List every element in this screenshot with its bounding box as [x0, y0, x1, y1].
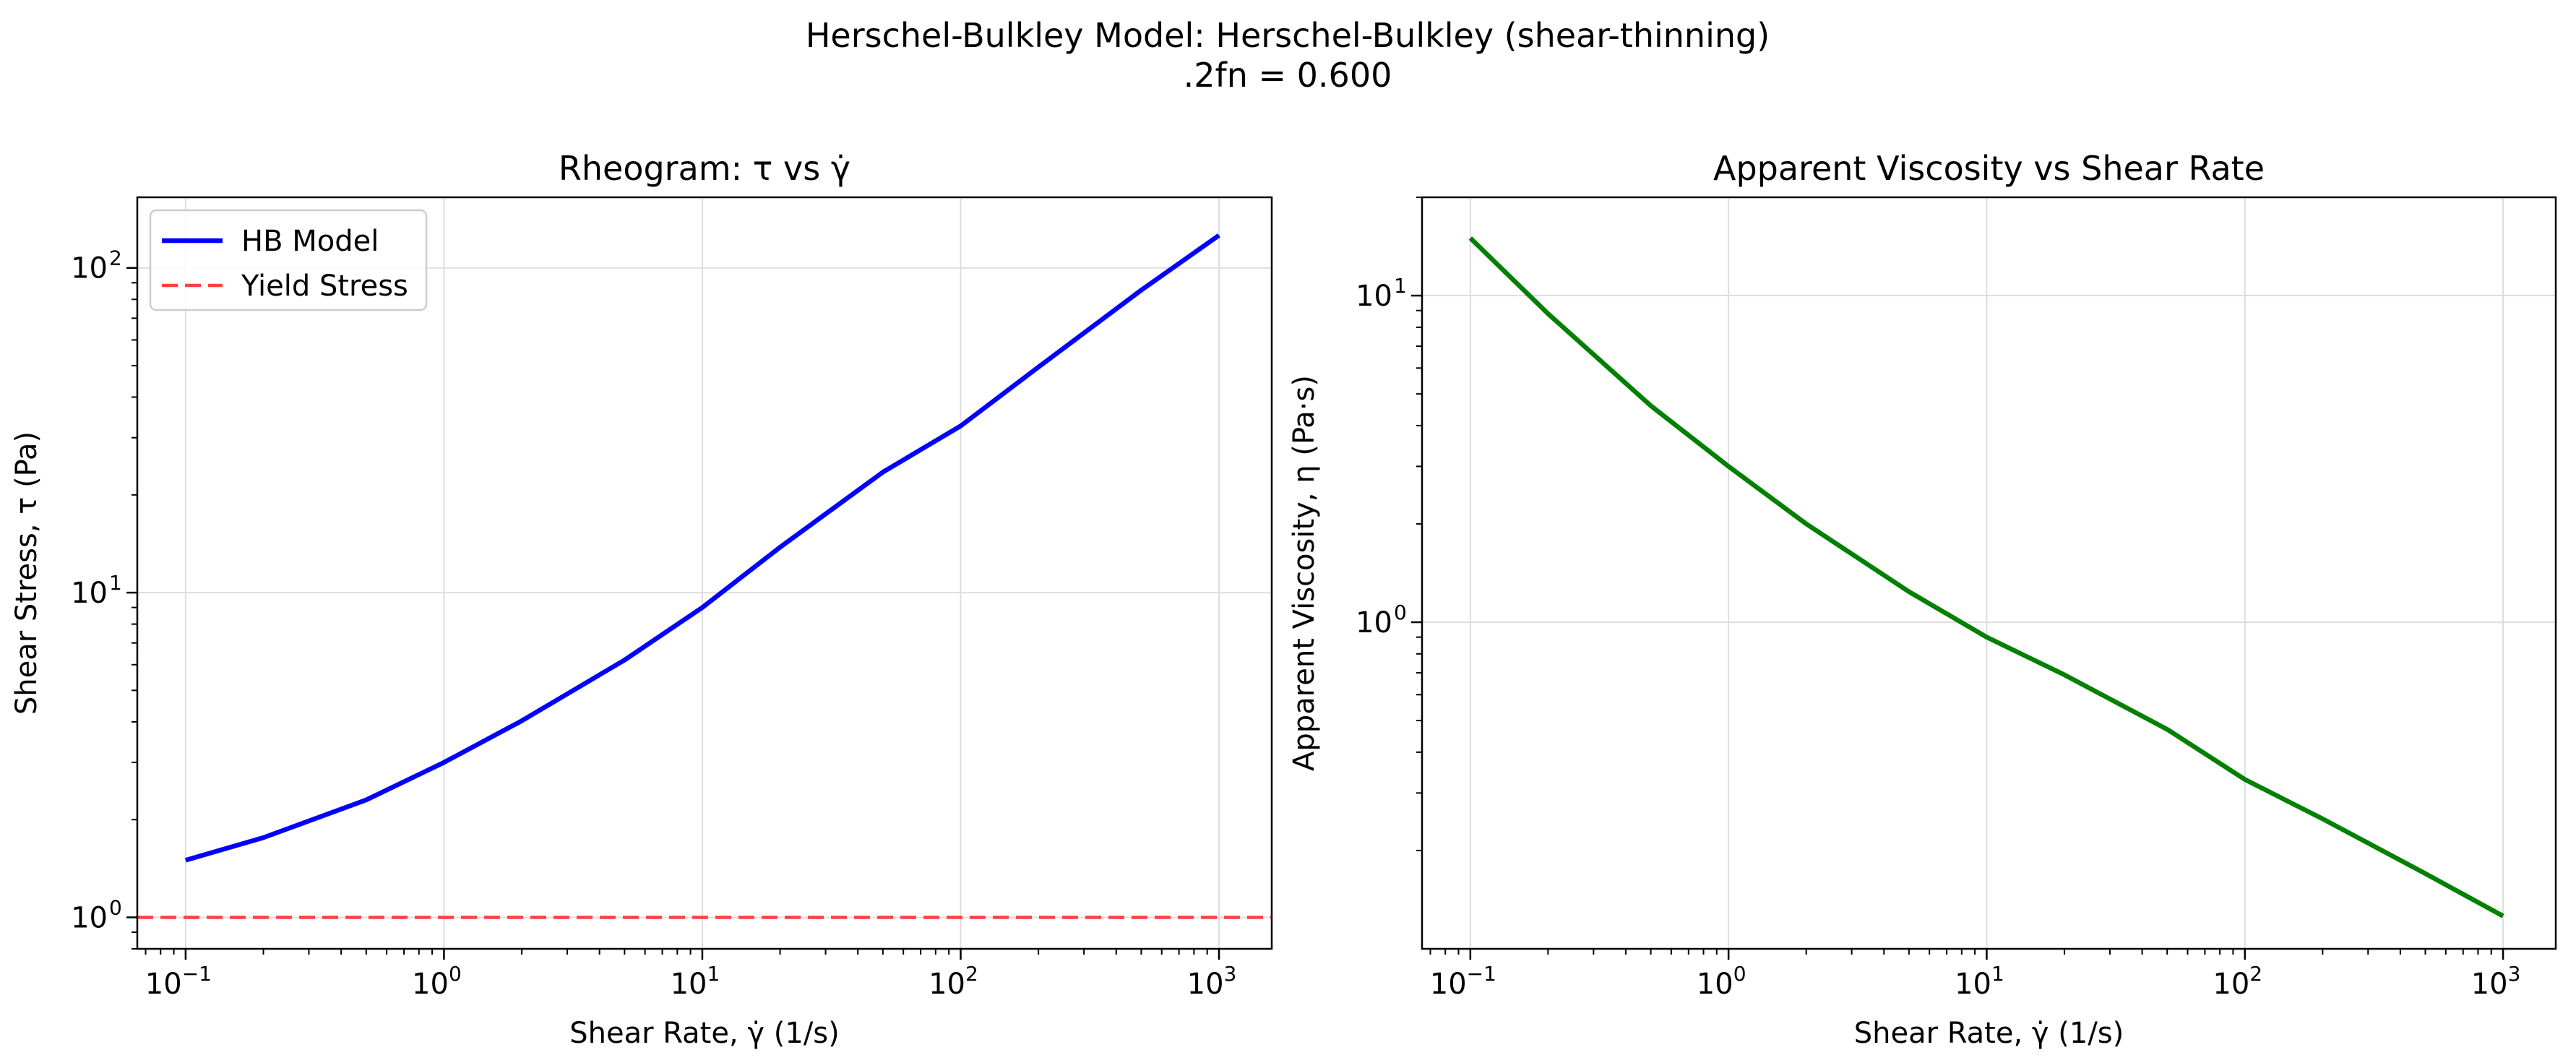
- rheogram-ytick-label-0: 10: [71, 901, 108, 934]
- viscosity-xlabel: Shear Rate, γ̇ (1/s): [1854, 1017, 2124, 1050]
- viscosity-ytick-exp-0: 0: [1394, 601, 1407, 624]
- rheogram-ytick-exp-1: 1: [109, 571, 122, 595]
- legend-label-1: Yield Stress: [241, 270, 408, 303]
- legend-label-0: HB Model: [241, 225, 379, 258]
- rheogram-ylabel: Shear Stress, τ (Pa): [10, 431, 43, 715]
- viscosity-axes-frame: [1421, 196, 2557, 950]
- rheogram-ytick-exp-0: 0: [109, 895, 122, 919]
- rheogram-title: Rheogram: τ vs γ̇: [559, 149, 850, 188]
- viscosity-ylabel: Apparent Viscosity, η (Pa·s): [1288, 375, 1321, 771]
- viscosity-ytick-label-1: 10: [1356, 280, 1392, 313]
- viscosity-xtick-label-0: 10−1: [1430, 962, 1496, 1001]
- viscosity-xtick-label-3: 102: [2213, 962, 2262, 1001]
- rheogram-ytick-label-2: 10: [71, 252, 108, 285]
- rheogram-xtick-label-4: 103: [1187, 962, 1237, 1001]
- viscosity-series-line: [1468, 236, 2504, 918]
- rheogram-ytick-exp-2: 2: [109, 246, 122, 270]
- viscosity-ytick-exp-1: 1: [1394, 274, 1407, 298]
- viscosity-ytick-label-0: 10: [1356, 606, 1392, 640]
- rheogram-xtick-label-3: 102: [929, 962, 978, 1001]
- suptitle-line-1: Herschel-Bulkley Model: Herschel-Bulkley…: [806, 16, 1770, 55]
- viscosity-title: Apparent Viscosity vs Shear Rate: [1713, 149, 2265, 188]
- rheogram-ytick-label-1: 10: [71, 577, 108, 610]
- rheogram-xtick-label-0: 10−1: [145, 962, 212, 1001]
- suptitle-line-2: .2fn = 0.600: [1184, 56, 1392, 95]
- rheogram-xtick-label-1: 100: [412, 962, 462, 1001]
- viscosity-xtick-label-2: 101: [1955, 962, 2004, 1001]
- rheogram-xlabel: Shear Rate, γ̇ (1/s): [569, 1017, 840, 1050]
- rheogram-axes-frame: [136, 196, 1273, 950]
- viscosity-xtick-label-1: 100: [1697, 962, 1746, 1001]
- viscosity-xtick-label-4: 103: [2471, 962, 2521, 1001]
- rheogram-legend: HB Model Yield Stress: [149, 209, 428, 311]
- rheogram-xtick-label-2: 101: [671, 962, 720, 1001]
- rheogram-series-hb-model: [184, 233, 1220, 863]
